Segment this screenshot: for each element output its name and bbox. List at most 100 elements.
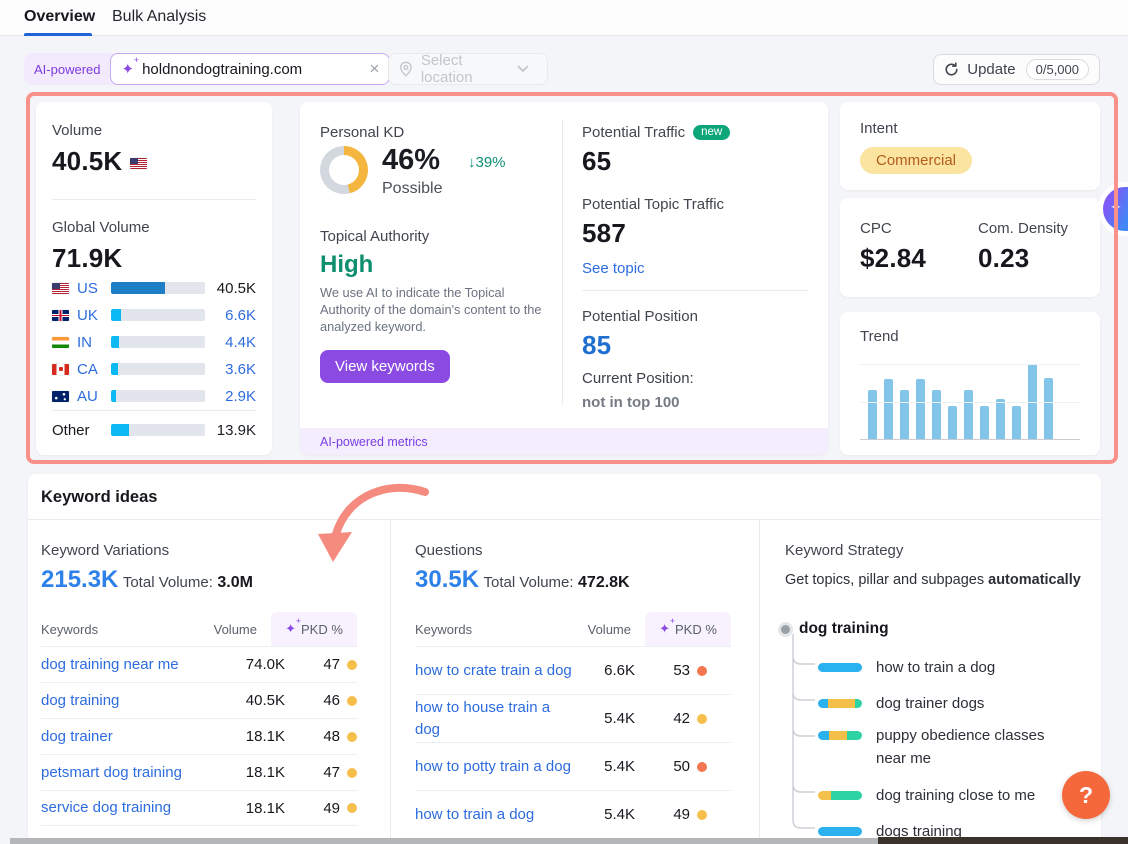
chevron-down-icon [517, 65, 529, 73]
cpc-card: CPC $2.84 Com. Density 0.23 [840, 198, 1100, 297]
kd-dot-icon [697, 809, 707, 820]
horizontal-scrollbar[interactable] [10, 838, 1128, 844]
strategy-subtitle: Get topics, pillar and subpages automati… [785, 572, 1081, 588]
keyword-search-input[interactable] [142, 60, 364, 78]
country-link[interactable]: UK [77, 306, 98, 324]
ai-assistant-button[interactable]: ✦ [1103, 187, 1128, 231]
pkd-column-header[interactable]: ✦ + PKD % [271, 612, 357, 646]
country-link[interactable]: CA [77, 360, 98, 378]
strategy-item[interactable]: dogs training [818, 820, 1101, 843]
country-row-uk: UK 6.6K [52, 305, 256, 325]
cpc-value: $2.84 [860, 243, 927, 273]
country-volume-value[interactable]: 4.4K [225, 333, 256, 351]
keyword-link[interactable]: how to crate train a dog [415, 661, 572, 679]
trend-bar [1044, 377, 1053, 439]
sparkle-icon: ✦ + [121, 55, 140, 78]
table-row: how to crate train a dog 6.6K 53 [415, 646, 731, 694]
tab-overview[interactable]: Overview [24, 0, 95, 36]
sparkle-icon: ✦ [1110, 199, 1122, 215]
keyword-ideas-title: Keyword ideas [41, 488, 158, 506]
trend-bar [948, 406, 957, 439]
topic-mix-bar [818, 663, 862, 673]
country-row-in: IN 4.4K [52, 332, 256, 352]
country-link[interactable]: US [77, 279, 98, 297]
keyword-search-box[interactable]: ✦+ × [110, 53, 391, 85]
tree-bullet-icon [781, 624, 790, 634]
strategy-root[interactable]: dog training [781, 620, 889, 638]
trend-label: Trend [860, 328, 899, 345]
strategy-item[interactable]: puppy obedience classes near me [818, 724, 1068, 771]
kd-dot-icon [697, 761, 707, 772]
trend-bar [900, 390, 909, 439]
keyword-link[interactable]: service dog training [41, 799, 172, 817]
ai-search-group: AI-powered ✦+ × [24, 53, 391, 85]
keyword-link[interactable]: how to potty train a dog [415, 757, 571, 775]
keyword-link[interactable]: petsmart dog training [41, 763, 182, 781]
metrics-card: Personal KD 46% ↓39% Possible Topical Au… [300, 102, 828, 455]
kd-donut-chart [320, 146, 368, 194]
view-keywords-button[interactable]: View keywords [320, 350, 450, 383]
kd-dot-icon [697, 665, 707, 676]
keyword-link[interactable]: dog training [41, 691, 120, 709]
country-volume-value: 40.5K [216, 279, 256, 297]
potential-position-value: 85 [582, 330, 612, 360]
table-row: dog trainer 18.1K 48 [41, 718, 357, 754]
global-volume-value: 71.9K [52, 243, 123, 273]
table-row: petsmart dog training 18.1K 47 [41, 754, 357, 790]
country-link[interactable]: IN [77, 333, 92, 351]
variations-label: Keyword Variations [41, 542, 170, 559]
kd-dot-icon [347, 767, 357, 778]
trend-bar [996, 398, 1005, 439]
keyword-link[interactable]: dog training near me [41, 655, 179, 673]
keyword-link[interactable]: how to train a dog [415, 805, 535, 823]
table-row: dog training near me 74.0K 47 [41, 646, 357, 682]
strategy-item[interactable]: how to train a dog [818, 656, 1101, 679]
topic-mix-bar [818, 731, 862, 740]
us-flag-icon [52, 282, 69, 294]
country-volume-bar [111, 363, 205, 375]
volume-label: Volume [52, 122, 103, 139]
tab-bulk-analysis[interactable]: Bulk Analysis [112, 8, 207, 25]
country-row-ca: CA 3.6K [52, 359, 256, 379]
com-density-value: 0.23 [978, 243, 1030, 273]
country-link[interactable]: AU [77, 387, 98, 405]
clear-search-icon[interactable]: × [369, 59, 380, 78]
strategy-item[interactable]: dog trainer dogs [818, 692, 1101, 715]
global-volume-label: Global Volume [52, 219, 150, 236]
trend-bar [916, 379, 925, 439]
questions-count[interactable]: 30.5K [415, 566, 480, 593]
strategy-label: Keyword Strategy [785, 542, 904, 559]
strategy-item[interactable]: dog training close to me [818, 784, 1101, 807]
ai-powered-metrics-footer: AI-powered metrics [300, 428, 828, 455]
strategy-tree-connector [792, 634, 815, 829]
country-volume-bar [111, 390, 205, 402]
kd-dot-icon [347, 731, 357, 742]
variations-table-header: Keywords Volume ✦ + PKD % [41, 612, 357, 646]
au-flag-icon [52, 390, 69, 402]
keyword-link[interactable]: how to house train a dog [415, 698, 551, 738]
volume-card: Volume 40.5K Global Volume 71.9K US 40.5… [36, 102, 272, 455]
country-volume-bar [111, 309, 205, 321]
trend-bar-chart [860, 364, 1080, 440]
keyword-link[interactable]: dog trainer [41, 727, 113, 745]
location-placeholder: Select location [420, 52, 473, 86]
trend-bar [1012, 406, 1021, 439]
country-volume-value[interactable]: 2.9K [225, 387, 256, 405]
topic-mix-bar [818, 827, 862, 837]
see-topic-link[interactable]: See topic [582, 260, 645, 277]
update-quota-badge: 0/5,000 [1025, 59, 1089, 80]
country-volume-value[interactable]: 3.6K [225, 360, 256, 378]
other-label: Other [52, 421, 90, 439]
intent-badge[interactable]: Commercial [860, 147, 973, 174]
topical-authority-label: Topical Authority [320, 228, 430, 245]
pkd-column-header[interactable]: ✦ + PKD % [645, 612, 731, 646]
table-row: how to potty train a dog 5.4K 50 [415, 742, 731, 790]
intent-label: Intent [860, 120, 898, 137]
location-select[interactable]: Select location [388, 52, 548, 86]
trend-card: Trend [840, 312, 1100, 455]
country-volume-value[interactable]: 6.6K [225, 306, 256, 324]
update-button[interactable]: Update 0/5,000 [933, 54, 1100, 85]
kd-value: 46% [382, 144, 441, 176]
variations-count[interactable]: 215.3K [41, 566, 119, 593]
help-button[interactable]: ? [1062, 771, 1110, 819]
